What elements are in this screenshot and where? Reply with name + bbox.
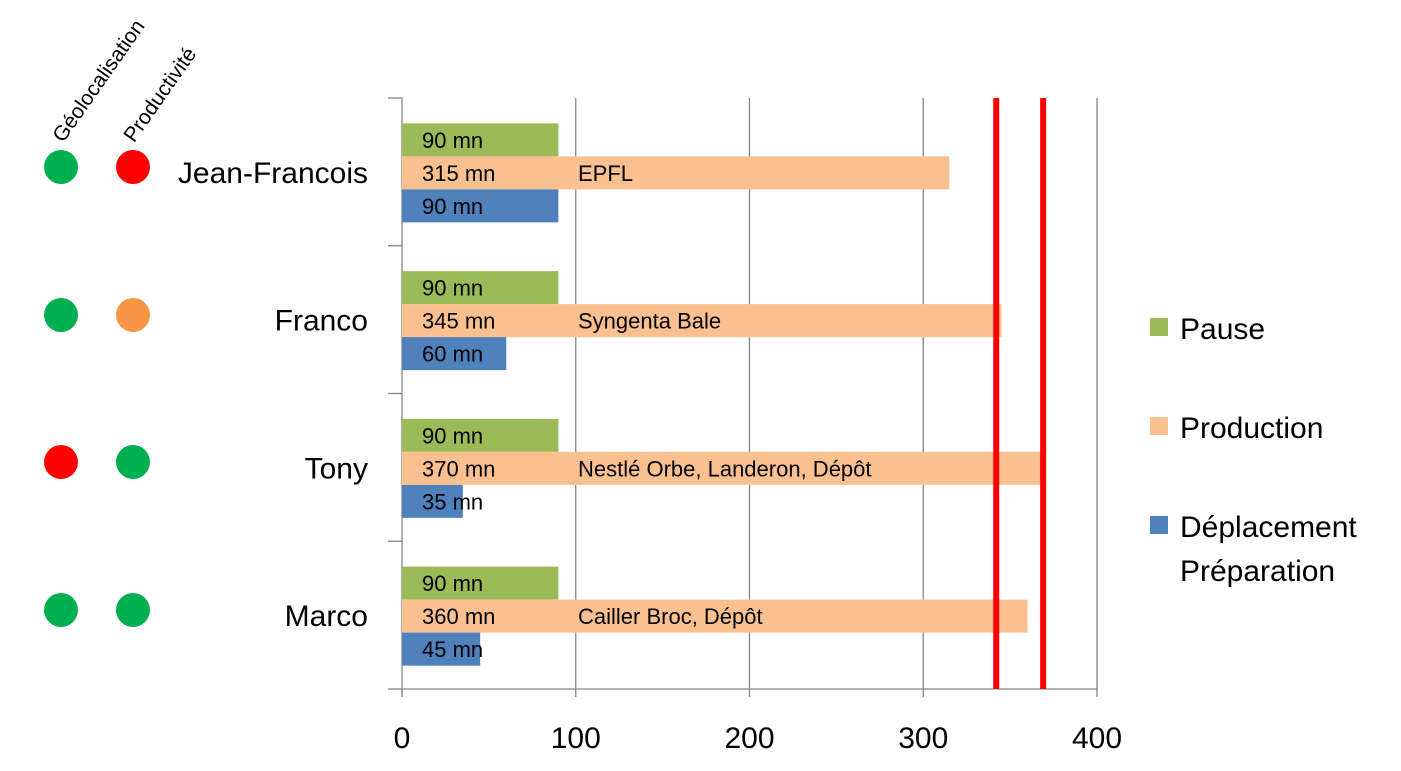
sites-label: Syngenta Bale	[578, 309, 721, 334]
bar-value-label: 35 mn	[422, 489, 483, 514]
legend-swatch	[1150, 417, 1168, 435]
bar-value-label: 90 mn	[422, 571, 483, 596]
pause-bar	[402, 123, 559, 157]
legend-label: Pause	[1180, 313, 1265, 346]
deplacement-bar	[402, 337, 507, 371]
production-bar	[402, 599, 1028, 633]
productivite-status-dot	[116, 149, 150, 184]
sites-label: Nestlé Orbe, Landeron, Dépôt	[578, 456, 872, 481]
bar-value-label: 315 mn	[422, 161, 495, 186]
pause-bar	[402, 566, 559, 600]
geolocalisation-status-dot	[44, 149, 78, 184]
x-tick-label: 300	[898, 722, 948, 755]
legend-label: Production	[1180, 412, 1323, 445]
bar-value-label: 360 mn	[422, 604, 495, 629]
legend-swatch	[1150, 318, 1168, 336]
bar-value-label: 90 mn	[422, 423, 483, 448]
geolocalisation-status-dot	[44, 593, 78, 628]
production-bar	[402, 304, 1002, 338]
deplacement-bar	[402, 484, 463, 518]
x-tick-label: 0	[394, 722, 411, 755]
production-bar	[402, 451, 1045, 485]
productivite-status-dot	[116, 445, 150, 480]
category-label: Marco	[285, 600, 368, 633]
deplacement-bar	[402, 189, 559, 223]
category-label: Tony	[305, 452, 368, 485]
sites-label: Cailler Broc, Dépôt	[578, 604, 763, 629]
production-bar	[402, 156, 950, 190]
x-tick-label: 200	[724, 722, 774, 755]
productivite-status-dot	[116, 593, 150, 628]
category-label: Jean-Francois	[178, 157, 368, 190]
bar-value-label: 90 mn	[422, 276, 483, 301]
pause-bar	[402, 418, 559, 452]
geolocalisation-status-dot	[44, 445, 78, 480]
x-tick-label: 100	[551, 722, 601, 755]
bar-value-label: 60 mn	[422, 342, 483, 367]
geolocalisation-status-dot	[44, 297, 78, 332]
bar-value-label: 345 mn	[422, 309, 495, 334]
bar-value-label: 90 mn	[422, 128, 483, 153]
bar-value-label: 45 mn	[422, 637, 483, 662]
bar-value-label: 90 mn	[422, 194, 483, 219]
legend-swatch	[1150, 516, 1168, 534]
pause-bar	[402, 271, 559, 305]
x-tick-label: 400	[1072, 722, 1122, 755]
deplacement-bar	[402, 632, 481, 666]
bar-value-label: 370 mn	[422, 456, 495, 481]
sites-label: EPFL	[578, 161, 633, 186]
category-label: Franco	[275, 305, 368, 338]
productivite-status-dot	[116, 297, 150, 332]
legend-label: Déplacement Préparation	[1180, 511, 1357, 588]
